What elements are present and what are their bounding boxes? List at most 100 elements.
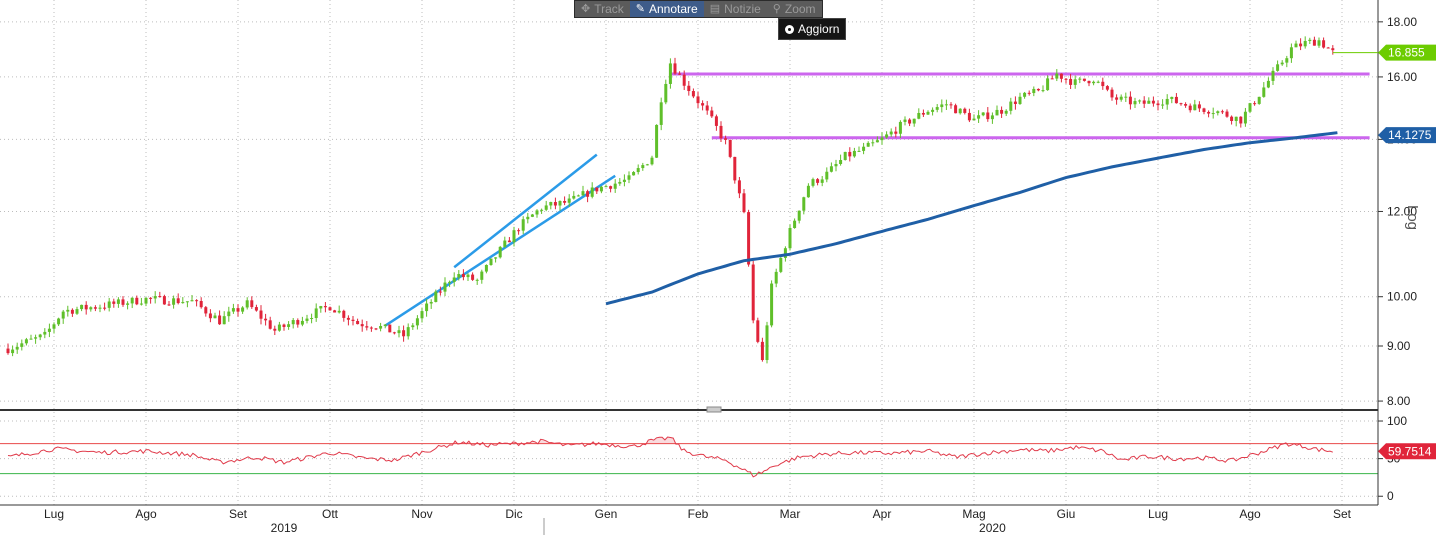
moving-average-tag-shape — [1378, 127, 1436, 144]
candle-up — [765, 325, 769, 361]
candle-down — [1331, 48, 1335, 51]
candle-down — [471, 274, 475, 280]
candle-up — [420, 311, 424, 319]
candle-down — [1064, 78, 1068, 80]
candle-up — [429, 301, 433, 304]
candle-down — [1230, 116, 1234, 121]
candle-up — [788, 228, 792, 249]
candle-up — [806, 185, 810, 198]
candle-up — [181, 302, 185, 304]
candle-up — [231, 308, 235, 312]
candle-up — [862, 146, 866, 151]
news-button[interactable]: ▤ Notizie — [704, 1, 767, 17]
candle-up — [47, 328, 51, 332]
candle-up — [1165, 98, 1169, 105]
candle-down — [894, 131, 898, 134]
candle-up — [116, 299, 120, 304]
candle-down — [199, 300, 203, 308]
candle-up — [1257, 96, 1261, 104]
candle-down — [949, 104, 953, 106]
candle-up — [843, 151, 847, 161]
candle-down — [1110, 89, 1114, 98]
candle-up — [15, 346, 19, 350]
candle-down — [1207, 111, 1211, 114]
candle-up — [1133, 101, 1137, 105]
candle-down — [121, 299, 125, 305]
price-candles — [6, 36, 1335, 364]
candle-up — [310, 318, 314, 320]
candle-up — [834, 164, 838, 167]
candle-up — [1308, 39, 1312, 41]
candle-up — [24, 339, 28, 344]
candle-up — [222, 316, 226, 325]
candle-down — [1128, 96, 1132, 105]
candle-up — [1119, 96, 1123, 100]
candle-up — [1216, 111, 1220, 114]
candle-down — [848, 151, 852, 157]
candle-up — [245, 300, 249, 308]
candle-down — [236, 308, 240, 312]
candle-up — [57, 318, 61, 325]
candle-down — [346, 317, 350, 320]
x-year-label: 2020 — [979, 521, 1006, 535]
candle-down — [264, 318, 268, 321]
candle-up — [944, 104, 948, 106]
candle-up — [144, 297, 148, 304]
annotate-button[interactable]: ✎ Annotare — [629, 1, 704, 17]
candle-down — [1027, 92, 1031, 94]
candle-down — [162, 296, 166, 305]
x-month-label: Feb — [688, 507, 709, 521]
candle-up — [558, 200, 562, 206]
candle-up — [277, 324, 281, 331]
rsi-panel — [0, 436, 1378, 478]
candle-up — [291, 320, 295, 325]
candle-up — [793, 220, 797, 229]
candle-up — [443, 282, 447, 292]
candle-up — [89, 307, 93, 310]
candle-down — [967, 112, 971, 121]
candle-up — [668, 63, 672, 84]
price-panel — [6, 36, 1370, 364]
candle-up — [618, 181, 622, 184]
candle-up — [540, 209, 544, 211]
candle-up — [1289, 47, 1293, 59]
time-axis: Lug Ago Set Ott Nov Dic Gen Feb Mar Apr Mag Giu Lug A… — [44, 507, 1352, 535]
candle-down — [1188, 105, 1192, 111]
candle-up — [811, 179, 815, 186]
candle-down — [986, 112, 990, 120]
x-month-label: Apr — [873, 507, 892, 521]
candle-down — [268, 320, 272, 329]
candle-down — [1101, 81, 1105, 87]
track-button[interactable]: ✥ Track — [575, 1, 630, 17]
refresh-button[interactable]: Aggiorn — [778, 18, 847, 40]
candle-up — [972, 118, 976, 121]
scale-label[interactable]: Log — [1404, 205, 1421, 230]
panel-divider-handle[interactable] — [706, 406, 722, 413]
candle-up — [448, 281, 452, 283]
zoom-button[interactable]: ⚲ Zoom — [767, 1, 822, 17]
candle-up — [912, 118, 916, 124]
candle-down — [586, 191, 590, 197]
track-label: Track — [594, 2, 624, 16]
candle-down — [369, 327, 373, 329]
candle-up — [406, 327, 410, 337]
candle-down — [204, 307, 208, 314]
moving-average-line — [605, 131, 1338, 306]
candle-up — [645, 164, 649, 166]
candle-up — [1147, 100, 1151, 104]
candle-up — [783, 248, 787, 258]
candle-up — [880, 137, 884, 141]
candle-up — [98, 307, 102, 309]
candle-down — [103, 307, 107, 309]
rsi-tick-label: 100 — [1387, 414, 1407, 428]
candle-down — [93, 307, 97, 309]
candle-up — [1266, 80, 1270, 88]
candle-down — [208, 313, 212, 319]
candle-down — [1239, 116, 1243, 124]
candle-down — [816, 179, 820, 183]
candle-down — [351, 319, 355, 321]
candle-up — [1317, 40, 1321, 46]
candle-up — [641, 165, 645, 169]
candle-up — [852, 150, 856, 157]
rsi-overbought-fill — [8, 437, 1333, 444]
